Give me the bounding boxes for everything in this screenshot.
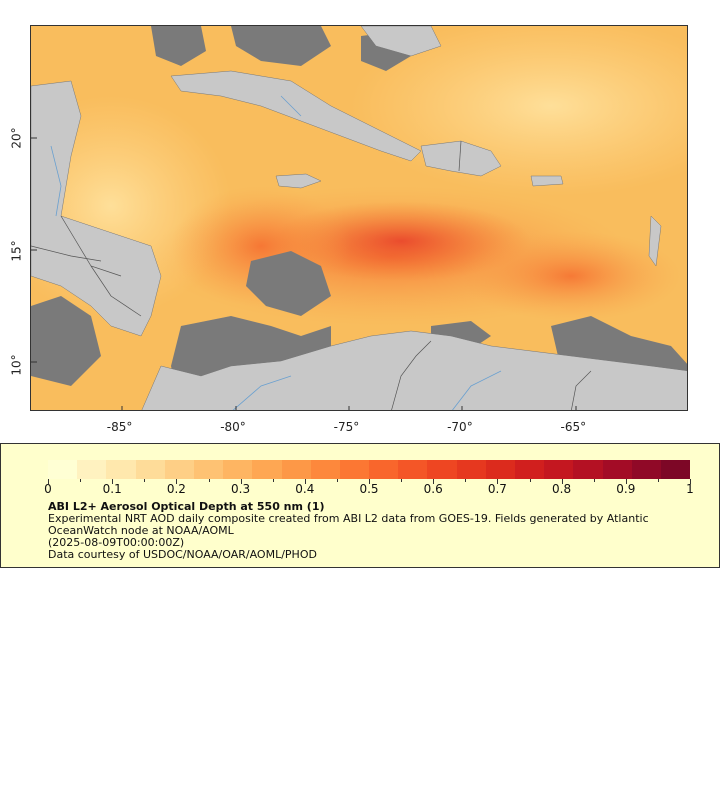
lon-tick-label: -65° [560, 420, 587, 434]
country-borders [31, 140, 592, 410]
land-masses [31, 26, 687, 410]
lon-tick-label: -80° [220, 420, 246, 434]
colorbar-label: 0.9 [616, 482, 636, 496]
colorbar-label: 0 [44, 482, 52, 496]
lat-tick-label: 15° [9, 240, 24, 262]
colorbar-segment [485, 460, 515, 479]
lon-tick-label: -85° [106, 420, 133, 434]
lat-tick-label: 10° [9, 353, 24, 376]
colorbar-label: 0.2 [166, 482, 186, 496]
colorbar-tick [144, 479, 146, 482]
puerto-rico [530, 175, 564, 187]
colorbar-tick [80, 479, 82, 482]
south-america [141, 330, 687, 410]
colorbar-segment [281, 460, 311, 479]
bahamas [360, 26, 442, 57]
lat-tick-label: 20° [9, 126, 24, 149]
colorbar-tick [497, 479, 499, 484]
lon-tick-label: -75° [333, 420, 360, 434]
map-panel[interactable] [30, 25, 688, 411]
legend-time: (2025-08-09T00:00:00Z) [48, 536, 185, 549]
colorbar-label: 0.6 [423, 482, 443, 496]
colorbar-segment [164, 460, 194, 479]
colorbar-segment [77, 460, 107, 479]
colorbar-segment [223, 460, 253, 479]
central-america [31, 80, 162, 337]
legend-description: Experimental NRT AOD daily composite cre… [48, 512, 649, 537]
colorbar-segment [48, 460, 78, 479]
colorbar-segment [310, 460, 340, 479]
colorbar-segment [660, 460, 691, 479]
colorbar-label: 0.3 [231, 482, 251, 496]
colorbar-tick [401, 479, 403, 482]
colorbar-segment [252, 460, 282, 479]
colorbar-tick [465, 479, 467, 482]
colorbar-tick [208, 479, 210, 482]
legend-credit: Data courtesy of USDOC/NOAA/OAR/AOML/PHO… [48, 548, 317, 561]
colorbar-tick [176, 479, 178, 484]
colorbar-tick [112, 479, 114, 484]
colorbar-label: 1 [686, 482, 694, 496]
legend-text: ABI L2+ Aerosol Optical Depth at 550 nm … [48, 501, 698, 561]
colorbar-tick [48, 479, 49, 484]
colorbar-tick [690, 479, 691, 484]
colorbar-segment [515, 460, 545, 479]
colorbar-tick [304, 479, 306, 484]
colorbar-tick [625, 479, 627, 484]
colorbar-segment [544, 460, 574, 479]
colorbar-tick [593, 479, 595, 482]
colorbar-segment [193, 460, 224, 479]
colorbar-segment [427, 460, 457, 479]
colorbar-tick [272, 479, 274, 482]
colorbar-label: 0.5 [359, 482, 379, 496]
colorbar-segment [602, 460, 632, 479]
colorbar-tick [657, 479, 659, 482]
colorbar-segment [135, 460, 165, 479]
colorbar-segment [369, 460, 399, 479]
colorbar-segment [631, 460, 661, 479]
legend-title: ABI L2+ Aerosol Optical Depth at 550 nm … [48, 500, 325, 513]
colorbar-label: 0.4 [295, 482, 315, 496]
rivers [50, 95, 502, 410]
hispaniola [420, 140, 502, 177]
colorbar-tick [369, 479, 370, 484]
colorbar-tick [433, 479, 435, 484]
colorbar-segment [398, 460, 428, 479]
aod-hot-east [461, 231, 681, 321]
colorbar-tick [336, 479, 338, 482]
aod-map [31, 26, 687, 410]
jamaica [275, 173, 322, 189]
colorbar-label: 0.8 [552, 482, 572, 496]
colorbar-label: 0.7 [487, 482, 507, 496]
colorbar [48, 460, 691, 479]
colorbar-segment [573, 460, 603, 479]
colorbar-tick [240, 479, 242, 484]
cuba [170, 70, 422, 162]
legend-panel: 0 0.1 0.2 0.3 0.4 0.5 0.6 0.7 0.8 0.9 1 ABI L2+ Ae… [0, 443, 720, 568]
colorbar-ticks [48, 479, 691, 485]
colorbar-tick [529, 479, 531, 482]
colorbar-segment [339, 460, 370, 479]
colorbar-tick [561, 479, 563, 484]
lon-tick-label: -70° [447, 420, 473, 434]
colorbar-segment [106, 460, 136, 479]
colorbar-label: 0.1 [102, 482, 122, 496]
frame-ticks [31, 137, 577, 410]
lesser-antilles [648, 215, 662, 267]
colorbar-segment [456, 460, 486, 479]
